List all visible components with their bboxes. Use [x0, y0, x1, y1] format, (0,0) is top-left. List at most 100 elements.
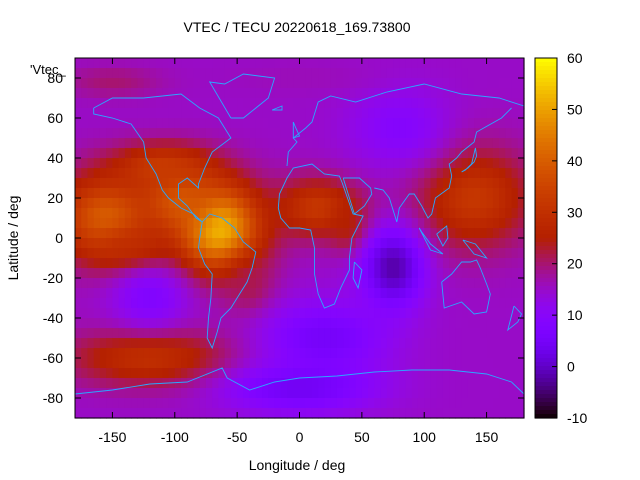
heatmap-cell: [311, 128, 319, 139]
heatmap-cell: [474, 298, 481, 309]
heatmap-cell: [399, 328, 407, 339]
heatmap-cell: [99, 258, 107, 269]
heatmap-cell: [442, 158, 450, 169]
heatmap-cell: [149, 68, 157, 79]
heatmap-cell: [480, 158, 488, 169]
heatmap-cell: [324, 378, 332, 389]
heatmap-cell: [274, 288, 282, 299]
heatmap-cell: [237, 238, 244, 249]
heatmap-cell: [492, 228, 500, 239]
heatmap-cell: [492, 238, 500, 249]
heatmap-cell: [156, 228, 163, 239]
heatmap-cell: [417, 388, 425, 399]
heatmap-cell: [106, 108, 114, 119]
colorbar-segment: [535, 114, 557, 119]
heatmap-cell: [162, 188, 170, 199]
heatmap-cell: [368, 278, 375, 289]
heatmap-cell: [461, 168, 469, 179]
heatmap-cell: [467, 128, 475, 139]
heatmap-cell: [430, 98, 438, 109]
heatmap-cell: [287, 158, 294, 169]
heatmap-cell: [305, 198, 313, 209]
heatmap-cell: [486, 338, 494, 349]
heatmap-cell: [181, 128, 188, 139]
heatmap-cell: [255, 218, 263, 229]
heatmap-cell: [361, 148, 369, 159]
heatmap-cell: [149, 408, 157, 419]
heatmap-cell: [430, 108, 438, 119]
heatmap-cell: [287, 68, 294, 79]
heatmap-cell: [299, 68, 307, 79]
heatmap-cell: [81, 398, 89, 409]
heatmap-cell: [349, 98, 357, 109]
heatmap-cell: [455, 348, 463, 359]
heatmap-cell: [274, 408, 282, 419]
heatmap-cell: [131, 148, 138, 159]
heatmap-cell: [305, 118, 313, 129]
heatmap-cell: [467, 278, 475, 289]
heatmap-cell: [168, 188, 176, 199]
coastline: [418, 227, 444, 255]
heatmap-cell: [330, 58, 338, 69]
heatmap-cell: [299, 268, 307, 279]
heatmap-cell: [193, 148, 201, 159]
heatmap-cell: [417, 108, 425, 119]
heatmap-cell: [336, 358, 344, 369]
heatmap-cell: [87, 348, 95, 359]
heatmap-cell: [349, 178, 357, 189]
heatmap-cell: [461, 228, 469, 239]
heatmap-cell: [293, 248, 301, 259]
heatmap-cell: [374, 98, 382, 109]
heatmap-cell: [87, 98, 95, 109]
heatmap-cell: [124, 318, 132, 329]
heatmap-cell: [87, 318, 95, 329]
heatmap-cell: [349, 78, 357, 89]
heatmap-cell: [162, 138, 170, 149]
heatmap-cell: [393, 68, 400, 79]
heatmap-cell: [405, 368, 413, 379]
heatmap-cell: [181, 218, 188, 229]
heatmap-cell: [336, 348, 344, 359]
heatmap-cell: [187, 178, 195, 189]
heatmap-cell: [386, 128, 394, 139]
heatmap-cell: [511, 68, 519, 79]
heatmap-cell: [212, 188, 220, 199]
heatmap-cell: [187, 88, 195, 99]
heatmap-cell: [212, 268, 220, 279]
heatmap-cell: [405, 188, 413, 199]
heatmap-cell: [442, 118, 450, 129]
heatmap-cell: [455, 78, 463, 89]
heatmap-cell: [187, 138, 195, 149]
heatmap-cell: [499, 338, 506, 349]
heatmap-cell: [511, 398, 519, 409]
heatmap-cell: [380, 328, 388, 339]
colorbar-segment: [535, 406, 557, 411]
heatmap-cell: [137, 78, 145, 89]
heatmap-cell: [137, 118, 145, 129]
heatmap-cell: [505, 168, 513, 179]
heatmap-cell: [280, 218, 288, 229]
heatmap-cell: [243, 258, 251, 269]
heatmap-cell: [156, 98, 163, 109]
heatmap-cell: [374, 68, 382, 79]
heatmap-cell: [156, 358, 163, 369]
heatmap-cell: [87, 408, 95, 419]
colorbar-segment: [535, 218, 557, 223]
heatmap-cell: [112, 168, 120, 179]
heatmap-cell: [430, 258, 438, 269]
heatmap-cell: [249, 98, 257, 109]
heatmap-cell: [305, 58, 313, 69]
heatmap-cell: [243, 158, 251, 169]
heatmap-cell: [355, 188, 363, 199]
heatmap-cell: [274, 188, 282, 199]
colorbar-segment: [535, 278, 557, 283]
heatmap-cell: [249, 218, 257, 229]
heatmap-cell: [87, 358, 95, 369]
heatmap-cell: [424, 148, 432, 159]
heatmap-cell: [374, 218, 382, 229]
heatmap-cell: [311, 168, 319, 179]
heatmap-cell: [374, 88, 382, 99]
heatmap-cell: [299, 278, 307, 289]
heatmap-cell: [218, 58, 226, 69]
heatmap-cell: [293, 78, 301, 89]
